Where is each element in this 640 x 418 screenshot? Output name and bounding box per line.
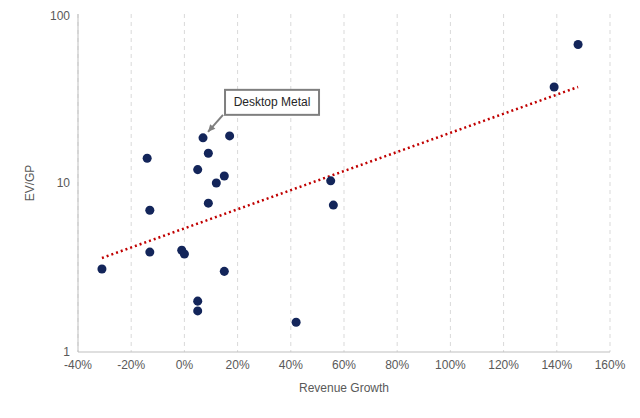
svg-text:Desktop Metal: Desktop Metal xyxy=(234,95,311,109)
svg-text:10: 10 xyxy=(57,176,71,190)
svg-text:0%: 0% xyxy=(176,358,194,372)
svg-text:-20%: -20% xyxy=(117,358,145,372)
svg-text:-40%: -40% xyxy=(64,358,92,372)
svg-text:40%: 40% xyxy=(279,358,303,372)
svg-text:20%: 20% xyxy=(226,358,250,372)
svg-text:1: 1 xyxy=(63,345,70,359)
svg-text:60%: 60% xyxy=(332,358,356,372)
svg-text:80%: 80% xyxy=(385,358,409,372)
svg-text:EV/GP: EV/GP xyxy=(23,165,37,202)
svg-text:120%: 120% xyxy=(488,358,519,372)
svg-text:140%: 140% xyxy=(541,358,572,372)
svg-text:160%: 160% xyxy=(595,358,626,372)
svg-text:100: 100 xyxy=(50,9,70,23)
svg-text:100%: 100% xyxy=(435,358,466,372)
svg-text:Revenue Growth: Revenue Growth xyxy=(299,381,389,395)
